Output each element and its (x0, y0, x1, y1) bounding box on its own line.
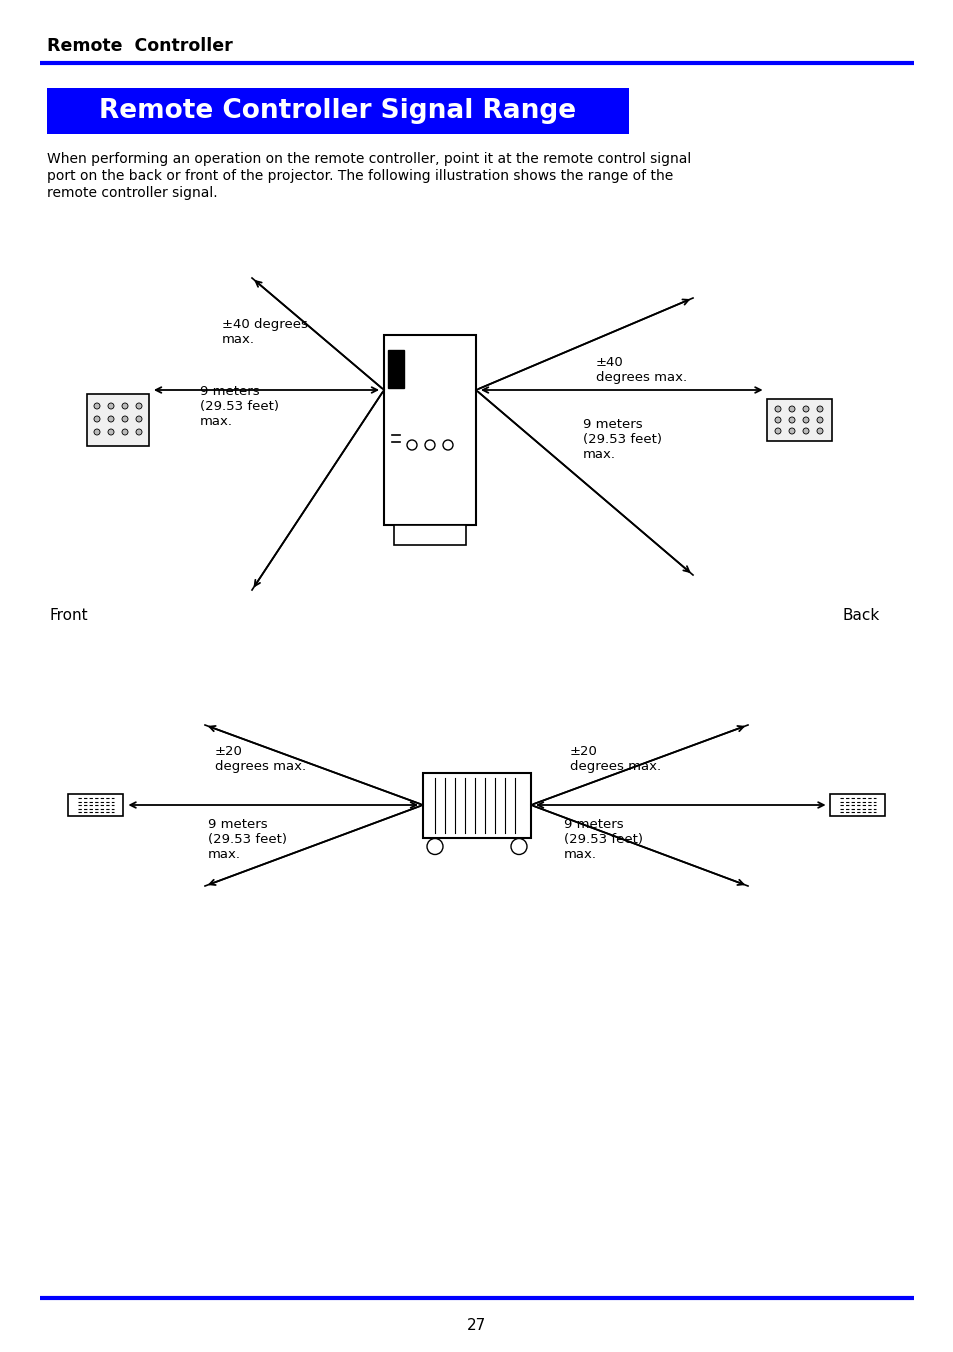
Circle shape (511, 838, 526, 854)
Circle shape (816, 429, 822, 434)
Text: 27: 27 (467, 1317, 486, 1333)
Circle shape (802, 406, 808, 412)
Bar (830, 794, 884, 817)
Circle shape (774, 416, 781, 423)
Text: ±20
degrees max.: ±20 degrees max. (214, 745, 306, 773)
Text: port on the back or front of the projector. The following illustration shows the: port on the back or front of the project… (47, 169, 673, 183)
Circle shape (136, 403, 142, 410)
Text: ±20
degrees max.: ±20 degrees max. (569, 745, 660, 773)
Circle shape (94, 416, 100, 422)
Circle shape (122, 403, 128, 410)
Text: 9 meters
(29.53 feet)
max.: 9 meters (29.53 feet) max. (582, 418, 661, 461)
Bar (767, 399, 832, 441)
Circle shape (108, 403, 113, 410)
Circle shape (816, 416, 822, 423)
Circle shape (108, 416, 113, 422)
Bar (384, 335, 476, 525)
Circle shape (774, 429, 781, 434)
Text: 9 meters
(29.53 feet)
max.: 9 meters (29.53 feet) max. (563, 818, 642, 861)
Text: When performing an operation on the remote controller, point it at the remote co: When performing an operation on the remo… (47, 151, 691, 166)
Circle shape (802, 416, 808, 423)
Circle shape (788, 406, 794, 412)
Bar (69, 794, 123, 817)
Circle shape (427, 838, 442, 854)
Bar (422, 772, 531, 837)
Bar (388, 350, 403, 388)
Bar (394, 525, 465, 545)
Text: 9 meters
(29.53 feet)
max.: 9 meters (29.53 feet) max. (200, 385, 278, 429)
Text: Remote Controller Signal Range: Remote Controller Signal Range (99, 97, 576, 124)
Circle shape (788, 416, 794, 423)
Text: remote controller signal.: remote controller signal. (47, 187, 217, 200)
Text: ±40
degrees max.: ±40 degrees max. (596, 356, 686, 384)
Circle shape (108, 429, 113, 435)
Circle shape (94, 429, 100, 435)
Circle shape (774, 406, 781, 412)
Circle shape (136, 416, 142, 422)
Circle shape (122, 416, 128, 422)
Text: Remote  Controller: Remote Controller (47, 37, 233, 55)
Text: Front: Front (50, 608, 89, 623)
Circle shape (788, 429, 794, 434)
Circle shape (122, 429, 128, 435)
Bar (87, 393, 149, 446)
Text: 9 meters
(29.53 feet)
max.: 9 meters (29.53 feet) max. (208, 818, 287, 861)
Circle shape (802, 429, 808, 434)
Text: ±40 degrees
max.: ±40 degrees max. (222, 318, 308, 346)
Bar (47, 88, 628, 134)
Circle shape (94, 403, 100, 410)
Text: Back: Back (841, 608, 879, 623)
Circle shape (816, 406, 822, 412)
Circle shape (136, 429, 142, 435)
